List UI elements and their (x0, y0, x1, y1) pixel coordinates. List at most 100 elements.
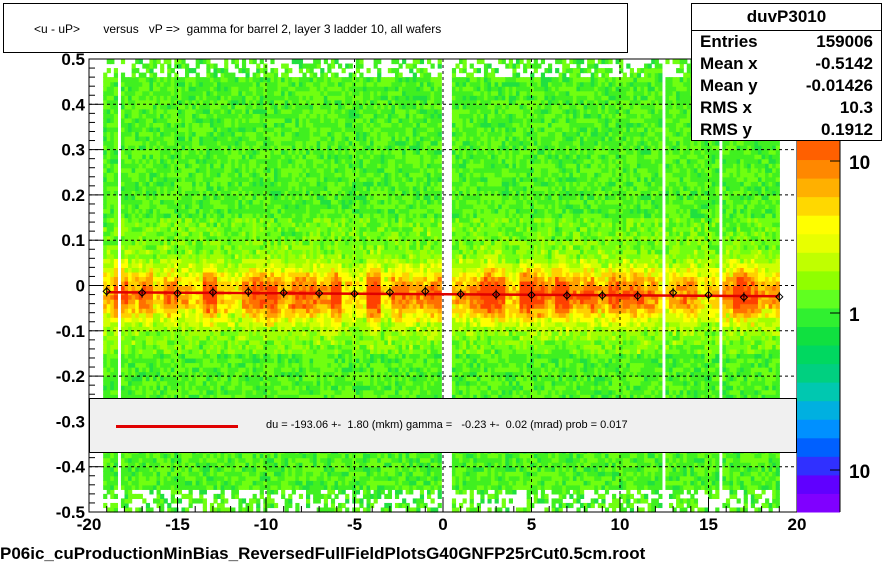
heatmap-cell (199, 471, 203, 476)
heatmap-cell (256, 485, 260, 490)
heatmap-cell (192, 222, 196, 227)
heatmap-cell (146, 240, 150, 245)
heatmap-cell (185, 113, 189, 118)
heatmap-cell (153, 227, 157, 232)
heatmap-cell (285, 95, 289, 100)
heatmap-cell (164, 77, 168, 82)
heatmap-cell (203, 186, 207, 191)
heatmap-cell (185, 136, 189, 141)
heatmap-cell (142, 263, 146, 268)
heatmap-cell (146, 68, 150, 73)
heatmap-cell (146, 222, 150, 227)
heatmap-cell (192, 476, 196, 481)
heatmap-cell (128, 195, 132, 200)
heatmap-cell (213, 349, 217, 354)
heatmap-cell (253, 480, 257, 485)
heatmap-cell (185, 204, 189, 209)
heatmap-cell (228, 213, 232, 218)
heatmap-cell (281, 344, 285, 349)
heatmap-cell (189, 304, 193, 309)
heatmap-cell (260, 385, 264, 390)
heatmap-cell (149, 480, 153, 485)
heatmap-cell (267, 159, 271, 164)
heatmap-cell (107, 272, 111, 277)
heatmap-cell (203, 385, 207, 390)
heatmap-cell (270, 199, 274, 204)
heatmap-cell (103, 304, 107, 309)
heatmap-cell (114, 385, 118, 390)
heatmap-cell (213, 240, 217, 245)
heatmap-cell (185, 485, 189, 490)
heatmap-cell (164, 231, 168, 236)
heatmap-cell (153, 476, 157, 481)
heatmap-cell (128, 136, 132, 141)
heatmap-cell (249, 322, 253, 327)
heatmap-cell (246, 480, 250, 485)
heatmap-cell (125, 272, 129, 277)
heatmap-cell (164, 467, 168, 472)
heatmap-cell (196, 181, 200, 186)
heatmap-cell (139, 363, 143, 368)
heatmap-cell (235, 299, 239, 304)
heatmap-cell (281, 494, 285, 499)
heatmap-cell (114, 122, 118, 127)
heatmap-cell (274, 286, 278, 291)
heatmap-cell (139, 141, 143, 146)
heatmap-cell (121, 385, 125, 390)
heatmap-cell (288, 349, 292, 354)
heatmap-cell (199, 485, 203, 490)
heatmap-cell (228, 322, 232, 327)
heatmap-cell (242, 286, 246, 291)
heatmap-cell (114, 82, 118, 87)
heatmap-cell (139, 258, 143, 263)
heatmap-cell (157, 363, 161, 368)
heatmap-cell (256, 276, 260, 281)
heatmap-cell (274, 91, 278, 96)
heatmap-cell (281, 258, 285, 263)
heatmap-cell (178, 489, 182, 494)
heatmap-cell (285, 136, 289, 141)
heatmap-cell (270, 485, 274, 490)
heatmap-cell (206, 381, 210, 386)
heatmap-cell (210, 222, 214, 227)
heatmap-cell (274, 267, 278, 272)
heatmap-cell (192, 168, 196, 173)
heatmap-cell (285, 381, 289, 386)
heatmap-cell (110, 141, 114, 146)
heatmap-cell (242, 177, 246, 182)
heatmap-cell (242, 249, 246, 254)
heatmap-cell (181, 199, 185, 204)
heatmap-cell (185, 258, 189, 263)
heatmap-cell (125, 127, 129, 132)
heatmap-cell (178, 122, 182, 127)
heatmap-cell (110, 195, 114, 200)
heatmap-cell (178, 453, 182, 458)
heatmap-cell (196, 376, 200, 381)
heatmap-cell (217, 299, 221, 304)
heatmap-cell (196, 480, 200, 485)
heatmap-cell (224, 458, 228, 463)
heatmap-cell (149, 304, 153, 309)
heatmap-cell (157, 344, 161, 349)
heatmap-cell (153, 231, 157, 236)
heatmap-cell (157, 163, 161, 168)
heatmap-cell (267, 376, 271, 381)
heatmap-cell (246, 91, 250, 96)
heatmap-cell (185, 64, 189, 69)
heatmap-cell (199, 258, 203, 263)
heatmap-cell (217, 367, 221, 372)
heatmap-cell (185, 458, 189, 463)
heatmap-cell (103, 163, 107, 168)
heatmap-cell (181, 476, 185, 481)
heatmap-cell (110, 480, 114, 485)
heatmap-cell (185, 480, 189, 485)
heatmap-cell (142, 122, 146, 127)
heatmap-cell (235, 263, 239, 268)
heatmap-cell (121, 349, 125, 354)
heatmap-cell (146, 141, 150, 146)
heatmap-cell (107, 77, 111, 82)
heatmap-cell (267, 485, 271, 490)
heatmap-cell (142, 208, 146, 213)
heatmap-cell (107, 249, 111, 254)
heatmap-cell (199, 385, 203, 390)
